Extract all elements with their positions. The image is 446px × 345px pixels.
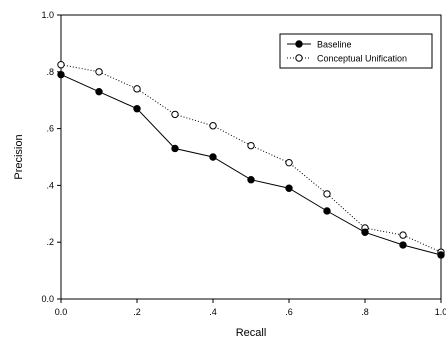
conceptual-data-point [323, 190, 331, 198]
baseline-data-point [247, 176, 255, 184]
x-tick-label: .2 [133, 307, 141, 317]
x-axis-title: Recall [236, 327, 267, 339]
legend-baseline-marker [295, 40, 303, 48]
conceptual-data-point [171, 110, 179, 119]
x-tick-label: 1.0 [435, 307, 446, 317]
baseline-data-point [323, 207, 331, 215]
conceptual-data-point [95, 68, 103, 76]
x-tick-label: 0.0 [55, 307, 68, 317]
y-tick-label: .6 [46, 124, 54, 134]
y-axis-title: Precision [13, 134, 25, 179]
y-tick-label: 1.0 [41, 10, 54, 20]
baseline-series-line [60, 74, 442, 256]
conceptual-data-point [57, 60, 65, 69]
baseline-data-point [171, 144, 179, 153]
conceptual-data-point [133, 85, 141, 93]
legend-box [279, 33, 433, 69]
conceptual-data-point [285, 158, 293, 167]
x-tick-label: .6 [285, 307, 293, 317]
legend-conceptual-marker [295, 54, 303, 62]
conceptual-series-line [60, 64, 442, 253]
baseline-data-point [285, 184, 293, 192]
baseline-data-point [57, 70, 65, 79]
baseline-data-point [361, 228, 369, 236]
legend: Baseline Conceptual Unification [279, 33, 433, 69]
y-tick-label: .4 [46, 180, 54, 190]
conceptual-data-point [247, 141, 255, 150]
baseline-data-point [399, 241, 407, 249]
baseline-data-point [95, 87, 103, 96]
baseline-data-point [133, 105, 141, 113]
conceptual-data-point [209, 122, 217, 130]
baseline-data-point [437, 251, 445, 259]
y-tick-label: .2 [46, 237, 54, 247]
baseline-data-point [209, 153, 217, 161]
series-layer [57, 60, 445, 259]
x-tick-label: .8 [361, 307, 369, 317]
y-tick-label: 0.0 [41, 294, 54, 304]
y-tick-label: .8 [46, 67, 54, 77]
x-tick-label: .4 [209, 307, 217, 317]
y-axis-ticks: 0.0 .2 .4 .6 .8 1.0 [41, 10, 61, 304]
x-axis-ticks: 0.0 .2 .4 .6 .8 1.0 [55, 299, 446, 317]
legend-conceptual-label: Conceptual Unification [317, 54, 407, 64]
legend-baseline-label: Baseline [317, 40, 352, 50]
plot-frame [60, 14, 442, 300]
conceptual-data-point [399, 231, 407, 239]
